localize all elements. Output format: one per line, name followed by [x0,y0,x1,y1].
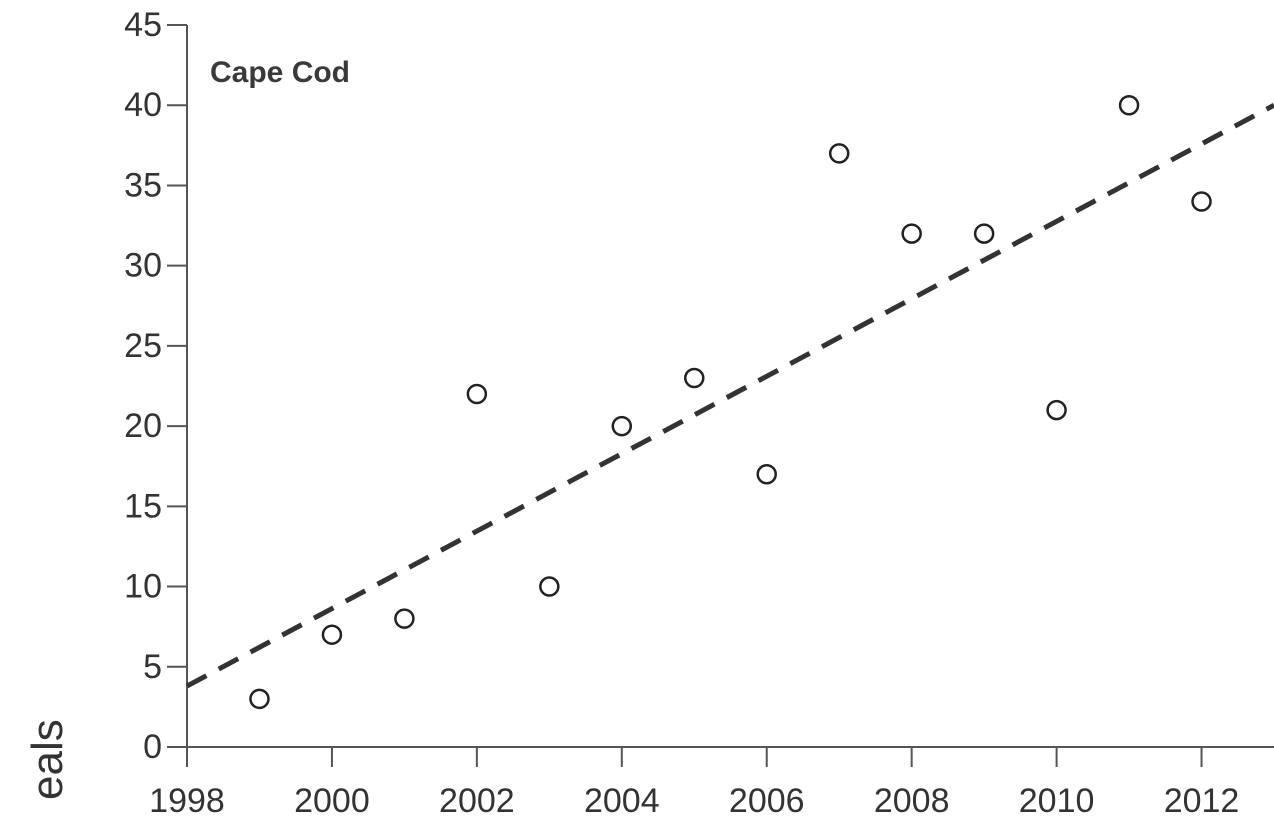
data-point [1046,399,1067,421]
data-point [394,608,415,629]
y-tick-label: 20 [124,407,162,445]
data-point [684,367,705,389]
data-points [249,94,1212,710]
trendline-group [185,103,1274,689]
x-tick-label: 1998 [149,782,225,820]
y-tick-label: 45 [124,6,162,44]
x-tick-label: 2000 [294,782,370,820]
x-tick-label: 2002 [439,782,515,820]
x-tick-label: 2006 [729,782,805,820]
trendline [185,103,1274,689]
x-tick-label: 2010 [1019,782,1095,820]
panel-label: Cape Cod [210,56,350,89]
y-axis-title: eals [23,719,72,800]
axes [186,25,1274,748]
data-point [1118,94,1140,116]
y-tick-label: 35 [124,166,162,204]
data-point [611,415,633,437]
data-point [321,624,343,645]
data-point [1191,191,1212,212]
data-point [756,463,777,485]
data-point [466,383,488,405]
x-tick-label: 2012 [1164,782,1240,820]
y-axis-ticks: 0 5 10 15 20 25 30 35 40 45 [124,6,187,766]
y-tick-label: 15 [124,487,162,525]
x-tick-label: 2008 [874,782,950,820]
data-point [901,223,922,244]
y-tick-label: 5 [143,648,162,686]
data-point [828,143,850,164]
x-axis-ticks: 1998 2000 2002 2004 2006 2008 2010 2012 [149,747,1239,820]
data-point [249,688,270,710]
data-point [973,223,995,244]
y-tick-label: 40 [124,86,162,124]
x-tick-label: 2004 [584,782,660,820]
y-tick-label: 0 [143,728,162,766]
y-tick-label: 10 [124,568,162,606]
y-tick-label: 25 [124,327,162,365]
y-tick-label: 30 [124,247,162,285]
data-point [539,576,560,597]
